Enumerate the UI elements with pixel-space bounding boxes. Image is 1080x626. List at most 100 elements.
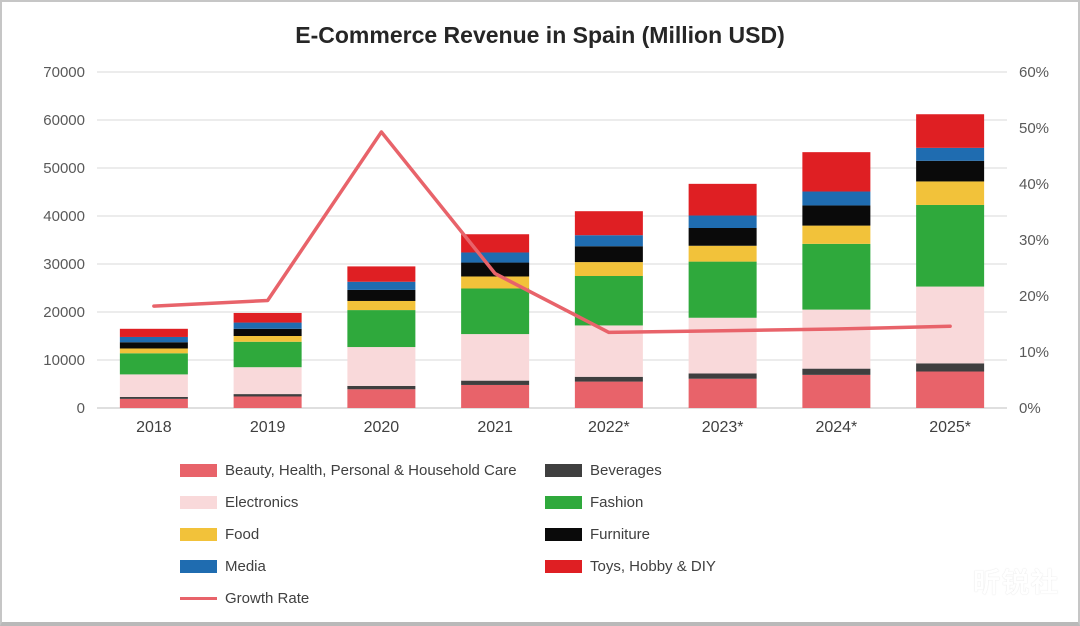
segment-toys-hobby-diy (574, 211, 643, 236)
segment-beauty-health-personal-household-care (802, 374, 871, 408)
legend-item-beverages: Beverages (545, 462, 910, 479)
legend-label: Toys, Hobby & DIY (590, 557, 716, 575)
x-axis-label: 2021 (477, 419, 513, 436)
legend-swatch-electronics (180, 495, 217, 509)
x-axis-label: 2022* (588, 419, 630, 436)
segment-toys-hobby-diy (347, 266, 416, 282)
legend-swatch-toys-hobby-diy (545, 559, 582, 573)
segment-toys-hobby-diy (119, 328, 188, 337)
bar-2024 (802, 152, 871, 408)
legend-label: Electronics (225, 493, 299, 511)
segment-food (461, 276, 530, 289)
watermark: 昕锐社 (933, 561, 1060, 600)
segment-beverages (347, 385, 416, 390)
x-axis-label: 2018 (136, 419, 172, 436)
segment-food (574, 262, 643, 276)
legend-swatch-furniture (545, 527, 582, 541)
right-axis-tick: 0% (1019, 400, 1041, 417)
segment-beverages (574, 376, 643, 382)
x-axis-label: 2025* (929, 419, 971, 436)
legend-label: Beverages (590, 461, 662, 479)
x-axis-label: 2020 (364, 419, 400, 436)
left-axis-tick: 10000 (43, 352, 85, 369)
left-axis-tick: 40000 (43, 208, 85, 225)
chart-title: E-Commerce Revenue in Spain (Million USD… (295, 22, 785, 48)
bar-2018 (119, 328, 188, 408)
megaphone-icon (937, 569, 961, 592)
segment-furniture (347, 289, 416, 301)
growth-rate-line (152, 130, 952, 335)
segment-media (688, 215, 757, 228)
left-axis-tick: 60000 (43, 112, 85, 129)
left-axis-tick: 30000 (43, 256, 85, 273)
legend-label: Furniture (590, 525, 651, 543)
segment-electronics (233, 367, 302, 395)
right-axis-tick: 10% (1019, 344, 1049, 361)
legend-item-media: Media (180, 558, 545, 575)
segment-beverages (688, 373, 757, 379)
segment-toys-hobby-diy (688, 183, 757, 216)
segment-beverages (802, 368, 871, 375)
segment-beauty-health-personal-household-care (347, 389, 416, 408)
segment-furniture (916, 160, 985, 182)
legend-line-swatch-growth-rate (180, 596, 217, 600)
legend-swatch-fashion (545, 495, 582, 509)
segment-electronics (688, 317, 757, 374)
bar-2021 (461, 234, 530, 408)
x-axis-label: 2024* (815, 419, 857, 436)
segment-media (119, 336, 188, 343)
bar-2022 (574, 211, 643, 408)
legend-item-electronics: Electronics (180, 494, 545, 511)
segment-fashion (119, 353, 188, 375)
legend-item-fashion: Fashion (545, 494, 910, 511)
segment-toys-hobby-diy (461, 234, 530, 253)
segment-fashion (574, 276, 643, 326)
legend-item-growth-rate: Growth Rate (180, 590, 545, 607)
left-axis-tick: 50000 (43, 160, 85, 177)
segment-furniture (574, 246, 643, 263)
stacked-bar-line-chart: 0 10000 20000 30000 40000 50000 60000 70000 0% 10… (43, 64, 1049, 436)
right-axis-tick: 30% (1019, 232, 1049, 249)
bar-2019 (233, 312, 302, 408)
segment-toys-hobby-diy (802, 152, 871, 192)
segment-beauty-health-personal-household-care (916, 371, 985, 408)
bar-2020 (347, 266, 416, 408)
segment-beverages (916, 363, 985, 372)
segment-food (347, 300, 416, 311)
legend-item-furniture: Furniture (545, 526, 910, 543)
segment-food (119, 348, 188, 354)
segment-media (802, 191, 871, 206)
left-axis-tick: 70000 (43, 64, 85, 81)
x-axis-label: 2023* (702, 419, 744, 436)
legend-item-beauty-health-personal-household-care: Beauty, Health, Personal & Household Car… (180, 462, 545, 479)
segment-food (916, 181, 985, 205)
x-axis-label: 2019 (250, 419, 286, 436)
left-axis-tick: 20000 (43, 304, 85, 321)
segment-beverages (233, 394, 302, 397)
chart-legend: Beauty, Health, Personal & Household Car… (180, 454, 910, 614)
segment-food (233, 336, 302, 342)
legend-label: Fashion (590, 493, 644, 511)
legend-item-food: Food (180, 526, 545, 543)
segment-fashion (688, 261, 757, 318)
legend-label: Media (225, 557, 266, 575)
segment-toys-hobby-diy (916, 114, 985, 148)
segment-electronics (119, 374, 188, 397)
segment-furniture (119, 342, 188, 349)
segment-media (233, 322, 302, 329)
segment-furniture (688, 228, 757, 246)
segment-food (802, 225, 871, 244)
left-axis-tick: 0 (77, 400, 85, 417)
watermark-text: 昕锐社 (973, 568, 1060, 598)
right-axis-tick: 60% (1019, 64, 1049, 81)
bar-2025 (916, 114, 985, 408)
legend-label: Beauty, Health, Personal & Household Car… (225, 461, 517, 479)
segment-electronics (802, 309, 871, 369)
legend-swatch-media (180, 559, 217, 573)
segment-beverages (461, 380, 530, 385)
segment-fashion (802, 243, 871, 310)
segment-electronics (461, 334, 530, 381)
segment-media (574, 235, 643, 247)
segment-furniture (461, 262, 530, 277)
bar-2023 (688, 183, 757, 408)
